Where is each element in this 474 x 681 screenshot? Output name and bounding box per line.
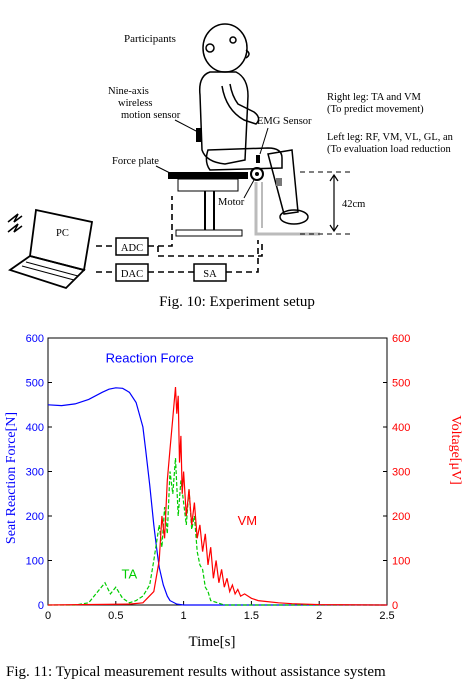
- experiment-setup-diagram: Participants Nine-axis wireless motion s…: [7, 23, 454, 290]
- emg-label-pointer: [259, 127, 269, 155]
- emg-sensor-device-shank: [276, 178, 282, 186]
- right-y-tick-label: 200: [392, 511, 410, 523]
- laptop-icon: [7, 208, 94, 290]
- right-y-tick-label: 0: [392, 600, 398, 612]
- signal-connections: [96, 196, 263, 273]
- series-annotation-vm: VM: [238, 513, 258, 528]
- participant-nose: [245, 49, 250, 59]
- left-leg-note: (To evaluation load reduction: [327, 144, 452, 155]
- left-y-tick-label: 100: [26, 556, 44, 568]
- wireless-signal-icon-2: [7, 223, 23, 233]
- right-y-tick-label: 400: [392, 422, 410, 434]
- dac-label: DAC: [121, 269, 143, 280]
- left-y-tick-label: 300: [26, 467, 44, 479]
- sensor-label-line1: Nine-axis: [108, 86, 149, 97]
- series-line-reaction-force: [47, 387, 387, 606]
- seat-block: [177, 178, 239, 192]
- laptop-screen: [29, 208, 94, 272]
- emg-label: EMG Sensor: [257, 116, 312, 127]
- x-tick-label: 2: [316, 610, 322, 622]
- motion-sensor-device: [196, 128, 202, 142]
- series-annotation-ta: TA: [122, 566, 138, 581]
- force-plate-pointer: [155, 165, 173, 175]
- seat-base: [175, 229, 243, 237]
- series-line-vm: [47, 386, 388, 606]
- series-annotation-reaction-force: Reaction Force: [106, 350, 194, 365]
- laptop-keys-2: [25, 261, 79, 277]
- motor-icon: [250, 167, 264, 181]
- sensor-label-line2: wireless: [118, 98, 152, 109]
- motor-pointer: [243, 179, 255, 199]
- adc-forceplate-line: [148, 196, 173, 247]
- figure-10-caption: Fig. 10: Experiment setup: [159, 294, 315, 310]
- left-leg-label: Left leg: RF, VM, VL, GL, an: [327, 132, 454, 143]
- participant-arm: [221, 83, 260, 125]
- chart-right-y-axis-label: Voltage[μV]: [448, 415, 463, 484]
- left-y-tick-label: 600: [26, 333, 44, 345]
- sensor-label-pointer: [174, 119, 199, 133]
- x-tick-label: 0.5: [108, 610, 123, 622]
- motor-hub-icon: [255, 172, 259, 176]
- sa-label: SA: [203, 269, 217, 280]
- sensor-label-line3: motion sensor: [121, 110, 181, 121]
- participant-torso: [198, 71, 249, 165]
- x-tick-label: 1.5: [244, 610, 259, 622]
- participant-foot: [279, 209, 309, 225]
- series-line-ta: [48, 458, 387, 606]
- participant-head: [202, 23, 248, 73]
- right-y-tick-label: 100: [392, 556, 410, 568]
- laptop-keyboard: [7, 255, 86, 290]
- assist-frame: [254, 182, 320, 236]
- chart-left-y-axis-label: Seat Reaction Force[N]: [4, 412, 19, 544]
- left-y-tick-label: 500: [26, 378, 44, 390]
- participant-ear: [205, 43, 215, 53]
- reaction-force-emg-chart: 0 0.5 1 1.5 2 2.50100200300400500600010020030…: [4, 333, 463, 650]
- left-y-tick-label: 200: [26, 511, 44, 523]
- right-leg-label: Right leg: TA and VM: [327, 92, 422, 103]
- force-plate: [168, 172, 248, 179]
- participant-eye: [229, 36, 237, 44]
- left-y-tick-label: 0: [38, 600, 44, 612]
- right-leg-note: (To predict movement): [327, 104, 424, 115]
- adc-label: ADC: [121, 243, 143, 254]
- x-tick-label: 1: [181, 610, 187, 622]
- participant-thigh: [205, 147, 283, 171]
- laptop-keys: [21, 265, 75, 281]
- height-arrow-down-icon: [329, 224, 339, 233]
- wireless-signal-icon: [7, 213, 23, 223]
- right-y-tick-label: 300: [392, 467, 410, 479]
- chart-plot-layer: 0 0.5 1 1.5 2 2.50100200300400500600010020030…: [26, 333, 411, 622]
- x-tick-label: 2.5: [379, 610, 394, 622]
- left-y-tick-label: 400: [26, 422, 44, 434]
- height-arrow-up-icon: [329, 173, 339, 182]
- force-plate-label: Force plate: [112, 156, 159, 167]
- right-y-tick-label: 600: [392, 333, 410, 345]
- motor-label: Motor: [218, 197, 245, 208]
- pc-label: PC: [56, 228, 69, 239]
- emg-sensor-device: [256, 155, 260, 163]
- x-tick-label: 0: [45, 610, 51, 622]
- adc-emg-line: [157, 240, 263, 257]
- participant-figure: [198, 23, 309, 225]
- height-label: 42cm: [342, 199, 365, 210]
- participant-shank: [267, 149, 299, 215]
- chart-plot-frame: [47, 337, 388, 606]
- right-y-tick-label: 500: [392, 378, 410, 390]
- participants-label: Participants: [124, 33, 176, 45]
- chart-x-axis-label: Time[s]: [189, 634, 236, 650]
- sa-motor-line: [226, 240, 259, 273]
